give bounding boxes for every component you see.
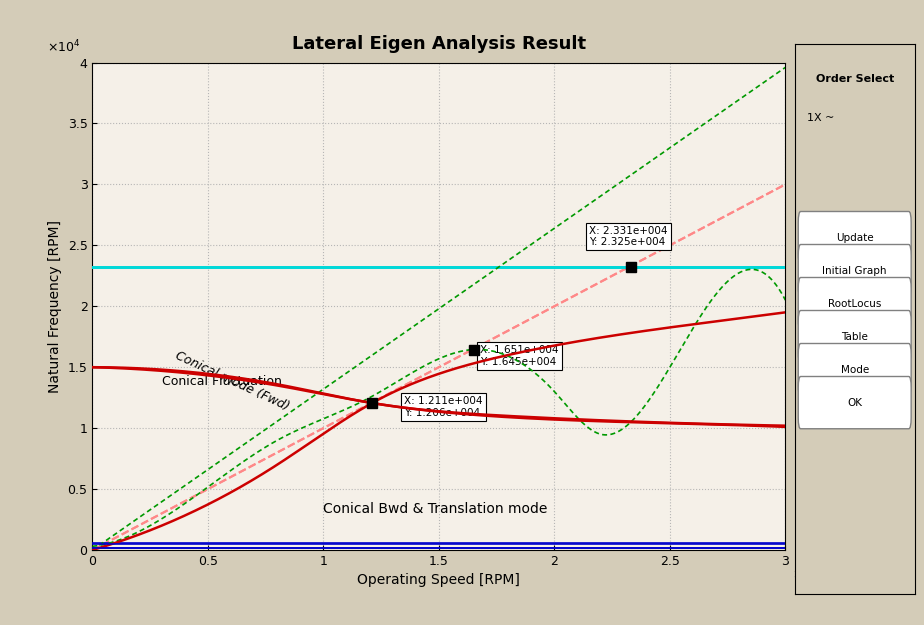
1X	[780, 181, 791, 188]
FancyBboxPatch shape	[798, 376, 911, 429]
Text: $\times 10^4$: $\times 10^4$	[792, 566, 826, 582]
FancyBboxPatch shape	[798, 344, 911, 396]
FancyBboxPatch shape	[798, 311, 911, 362]
Y-axis label: Natural Frequency [RPM]: Natural Frequency [RPM]	[48, 220, 62, 392]
Text: Update: Update	[836, 233, 873, 243]
Text: Table: Table	[841, 332, 869, 342]
Text: X: 1.651e+004
Y: 1.645e+004: X: 1.651e+004 Y: 1.645e+004	[480, 345, 559, 367]
Text: Initial Graph: Initial Graph	[822, 266, 887, 276]
Text: Conical mode (Fwd): Conical mode (Fwd)	[174, 349, 291, 413]
1X	[766, 188, 777, 196]
FancyBboxPatch shape	[798, 278, 911, 330]
Text: RootLocus: RootLocus	[828, 299, 881, 309]
1X	[207, 483, 218, 491]
1X	[691, 228, 702, 235]
1X	[383, 390, 394, 398]
Text: $\times 10^4$: $\times 10^4$	[47, 39, 80, 56]
Text: 1X ~: 1X ~	[807, 112, 834, 123]
Text: X: 2.331e+004
Y: 2.325e+004: X: 2.331e+004 Y: 2.325e+004	[590, 226, 667, 248]
Title: Lateral Eigen Analysis Result: Lateral Eigen Analysis Result	[292, 34, 586, 52]
Text: Order Select: Order Select	[816, 74, 894, 84]
FancyBboxPatch shape	[798, 244, 911, 297]
Text: Conical Bwd & Translation mode: Conical Bwd & Translation mode	[323, 503, 548, 516]
Text: Mode: Mode	[841, 365, 869, 375]
Text: X: 1.211e+004
Y: 1.206e+004: X: 1.211e+004 Y: 1.206e+004	[405, 396, 482, 418]
Text: Conical Fluctuation: Conical Fluctuation	[162, 376, 282, 389]
1X	[166, 504, 177, 512]
X-axis label: Operating Speed [RPM]: Operating Speed [RPM]	[358, 573, 520, 588]
1X	[87, 546, 98, 554]
Text: OK: OK	[847, 398, 862, 408]
Line: 1X: 1X	[92, 184, 785, 550]
1X	[353, 406, 364, 414]
FancyBboxPatch shape	[798, 211, 911, 264]
